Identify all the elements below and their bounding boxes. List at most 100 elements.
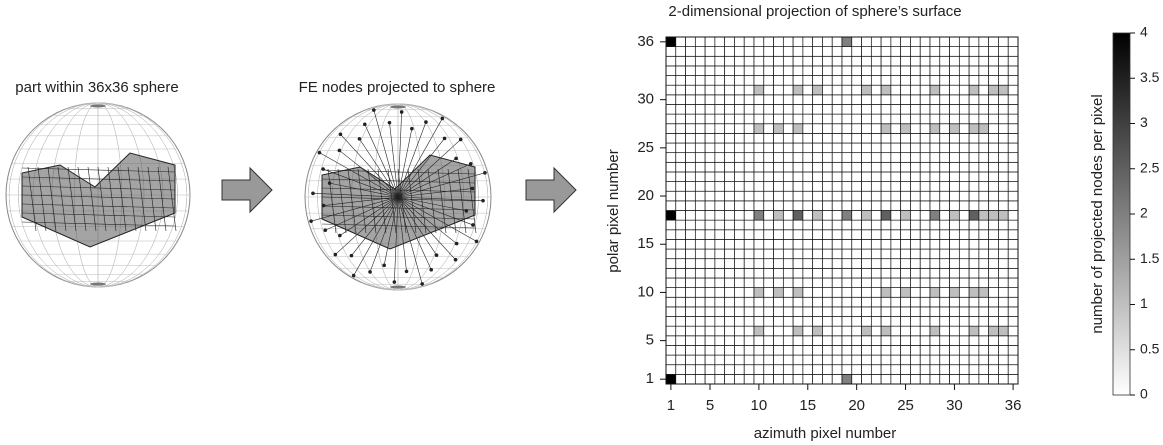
heatmap-cell	[861, 104, 872, 115]
heatmap-cell	[822, 152, 833, 163]
arrow	[221, 166, 273, 214]
heatmap-cell	[978, 335, 990, 346]
heatmap-cell	[812, 219, 823, 231]
heatmap-cell	[782, 142, 794, 154]
heatmap-cell	[998, 335, 1009, 346]
heatmap-cell	[841, 123, 853, 134]
heatmap-cell	[890, 171, 902, 182]
heatmap-cell	[685, 219, 696, 231]
mesh	[97, 166, 107, 232]
heatmap-cell	[812, 248, 823, 260]
heatmap-cell	[753, 142, 765, 154]
heatmap-cell	[782, 75, 794, 86]
heatmap-cell	[685, 46, 696, 57]
heatmap-cell	[763, 200, 774, 211]
heatmap-cell	[704, 210, 716, 221]
heatmap-cell	[939, 36, 950, 47]
heatmap-cell	[822, 210, 833, 221]
heatmap-cell	[792, 133, 804, 144]
heatmap-cell	[782, 258, 794, 269]
heatmap-cell	[929, 46, 941, 57]
heatmap-cell	[988, 325, 999, 337]
heatmap-cell	[822, 75, 833, 86]
heatmap-cell	[802, 345, 814, 356]
heatmap-cell	[773, 171, 784, 182]
heatmap-cell	[675, 94, 686, 105]
heatmap-cell	[822, 113, 833, 125]
heatmap-cell	[675, 46, 686, 57]
heatmap-cell	[939, 335, 950, 346]
heatmap-cell	[812, 316, 823, 327]
heatmap-cell	[734, 142, 745, 154]
heatmap-cell	[949, 287, 960, 298]
heatmap-cell	[704, 248, 716, 260]
heatmap-cell	[743, 210, 755, 221]
heatmap-cell	[714, 36, 726, 47]
heatmap-cell	[675, 200, 686, 211]
heatmap-cell	[724, 133, 735, 144]
heatmap-cell	[861, 219, 872, 231]
heatmap-cell	[841, 277, 853, 288]
heatmap-cell	[792, 306, 804, 317]
heatmap-cell	[763, 161, 774, 173]
heatmap-cell	[861, 190, 872, 202]
heatmap-cell	[782, 94, 794, 105]
heatmap-cell	[949, 113, 960, 125]
heatmap-cell	[988, 345, 999, 356]
heatmap-cell	[929, 123, 941, 134]
heatmap-cell	[861, 181, 872, 192]
heatmap-cell	[929, 113, 941, 125]
heatmap-cell	[792, 171, 804, 182]
heatmap-cell	[734, 65, 745, 76]
node	[338, 132, 343, 137]
heatmap-cell	[812, 364, 823, 375]
heatmap-cell	[675, 306, 686, 317]
heatmap-cell	[763, 345, 774, 356]
heatmap-cell	[743, 181, 755, 192]
heatmap-cell	[890, 277, 902, 288]
heatmap-cell	[831, 142, 843, 154]
heatmap-cell	[792, 161, 804, 173]
heatmap-cell	[870, 65, 882, 76]
heatmap-cell	[939, 190, 950, 202]
heatmap-cell	[753, 267, 765, 279]
heatmap-cell	[665, 296, 677, 308]
heatmap-cell	[851, 277, 862, 288]
heatmap-cell	[675, 364, 686, 375]
heatmap-cell	[910, 316, 921, 327]
heatmap-cell	[704, 94, 716, 105]
heatmap-cell	[900, 123, 911, 134]
heatmap-cell	[763, 258, 774, 269]
heatmap-cell	[919, 161, 931, 173]
heatmap-cell	[910, 190, 921, 202]
heatmap-cell	[724, 36, 735, 47]
node	[424, 120, 428, 124]
mesh	[321, 205, 476, 211]
heatmap-cell	[734, 306, 745, 317]
heatmap-cell	[763, 152, 774, 163]
heatmap-cell	[949, 354, 960, 366]
heatmap-cell	[1007, 219, 1019, 231]
heatmap-cell	[831, 123, 843, 134]
heatmap-cell	[792, 46, 804, 57]
heatmap-cell	[880, 161, 892, 173]
heatmap-cell	[988, 364, 999, 375]
heatmap-cell	[998, 171, 1009, 182]
heatmap-cell	[773, 142, 784, 154]
heatmap-cell	[880, 219, 892, 231]
heatmap-cell	[919, 345, 931, 356]
heatmap-cell	[724, 258, 735, 269]
heatmap-cell	[910, 171, 921, 182]
heatmap-cell	[929, 219, 941, 231]
heatmap-cell	[792, 104, 804, 115]
heatmap-cell	[958, 306, 970, 317]
heatmap-cell	[870, 36, 882, 47]
heatmap-cell	[724, 171, 735, 182]
node	[351, 273, 356, 278]
heatmap-cell	[870, 133, 882, 144]
heatmap-cell	[998, 133, 1009, 144]
heatmap-cell	[734, 296, 745, 308]
heatmap-cell	[988, 65, 999, 76]
heatmap-cell	[694, 287, 706, 298]
heatmap-cell	[724, 248, 735, 260]
